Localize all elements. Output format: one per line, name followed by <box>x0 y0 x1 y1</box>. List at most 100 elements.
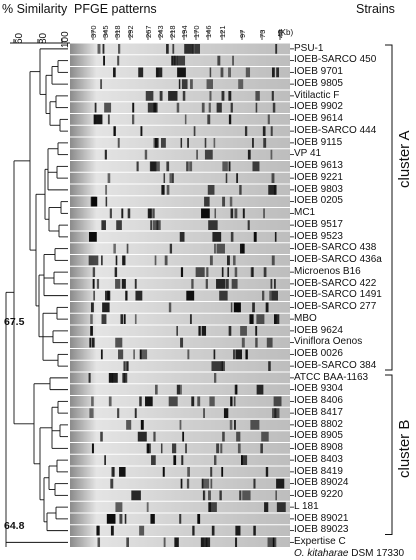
gel-band <box>201 326 207 336</box>
gel-band <box>272 408 280 418</box>
gel-band <box>107 114 110 125</box>
gel-band <box>274 232 277 242</box>
gel-band <box>189 314 192 324</box>
gel-band <box>126 243 129 254</box>
gel-band <box>252 161 260 172</box>
similarity-tick: 100 <box>60 31 71 48</box>
gel-band <box>216 443 220 454</box>
gel-band <box>232 55 234 66</box>
gel-lane <box>70 278 290 290</box>
gel-band <box>145 396 153 407</box>
gel-band <box>106 514 116 524</box>
gel-band <box>214 373 217 383</box>
gel-band <box>221 467 224 477</box>
gel-band <box>235 384 238 395</box>
gel-band <box>179 420 182 430</box>
gel-band <box>180 337 184 348</box>
gel-band <box>261 431 269 442</box>
gel-band <box>268 185 277 195</box>
gel-band <box>244 126 248 136</box>
gel-lane <box>70 125 290 137</box>
gel-lane <box>70 396 290 407</box>
gel-band <box>268 361 271 371</box>
gel-band <box>222 196 226 207</box>
gel-band <box>276 314 280 324</box>
gel-band <box>97 537 101 547</box>
gel-band <box>271 290 278 301</box>
gel-band <box>206 79 213 89</box>
gel-band <box>163 173 166 183</box>
gel-lane <box>70 196 290 207</box>
gel-band <box>166 44 169 54</box>
gel-band <box>118 349 124 360</box>
gel-band <box>137 431 147 442</box>
gel-band <box>138 67 144 78</box>
gel-band <box>160 443 163 454</box>
gel-lane <box>70 313 290 325</box>
gel-band <box>276 502 286 512</box>
strain-label: IOEB 0026 <box>294 348 343 359</box>
gel-band <box>201 478 210 489</box>
gel-band <box>163 185 165 195</box>
gel-band <box>233 349 236 360</box>
gel-band <box>221 91 225 101</box>
gel-band <box>91 443 94 454</box>
strain-label: IOEB 8802 <box>294 418 343 430</box>
gel-band <box>265 302 269 313</box>
gel-band <box>180 267 184 277</box>
gel-lane <box>70 431 290 442</box>
node-similarity-value: 64.8 <box>4 520 25 532</box>
gel-band <box>189 161 193 172</box>
gel-band <box>228 161 231 172</box>
gel-band <box>209 91 212 101</box>
gel-band <box>191 279 194 289</box>
strain-label: O. kitaharae DSM 17330 <box>294 547 405 559</box>
gel-band <box>176 102 180 113</box>
gel-band <box>219 290 228 301</box>
gel-band <box>203 490 206 501</box>
gel-band <box>180 138 183 148</box>
gel-band <box>235 525 241 536</box>
gel-band <box>211 361 222 371</box>
gel-band <box>256 384 264 395</box>
gel-band <box>168 396 178 407</box>
strain-label: MBO <box>294 312 317 324</box>
strain-label: IOEB 8908 <box>294 442 343 453</box>
strain-label: IOEB 9613 <box>294 160 343 171</box>
gel-band <box>115 337 123 348</box>
gel-lane <box>70 208 290 219</box>
gel-band <box>214 243 216 254</box>
gel-band <box>214 208 217 219</box>
gel-band <box>230 232 234 242</box>
strain-label: IOEB-SARCO 436a <box>294 254 382 265</box>
strain-label: IOEB-SARCO 450 <box>294 54 377 66</box>
gel-band <box>260 443 263 454</box>
gel-band <box>253 478 256 489</box>
size-marker-label: 243 <box>156 25 165 38</box>
gel-lane <box>70 490 290 501</box>
gel-band <box>176 326 179 336</box>
gel-band <box>190 79 193 89</box>
gel-band <box>121 279 126 289</box>
gel-band <box>245 67 251 78</box>
size-marker-label: 194 <box>180 25 189 38</box>
gel-band <box>108 373 114 383</box>
gel-band <box>255 337 258 348</box>
gel-band <box>222 361 225 371</box>
size-marker-label: 146 <box>204 25 213 38</box>
cluster-bracket <box>385 374 393 535</box>
gel-lane <box>70 443 290 454</box>
gel-band <box>173 55 178 66</box>
gel-band <box>146 443 151 454</box>
gel-band <box>116 220 122 230</box>
gel-band <box>210 467 213 477</box>
gel-band <box>228 91 232 101</box>
gel-band <box>219 490 222 501</box>
gel-band <box>144 149 148 160</box>
gel-band <box>262 290 265 301</box>
strain-label: L 181 <box>294 500 319 512</box>
gel-band <box>241 455 248 465</box>
gel-lane <box>70 466 290 478</box>
gel-band <box>237 443 241 454</box>
gel-band <box>263 267 267 277</box>
